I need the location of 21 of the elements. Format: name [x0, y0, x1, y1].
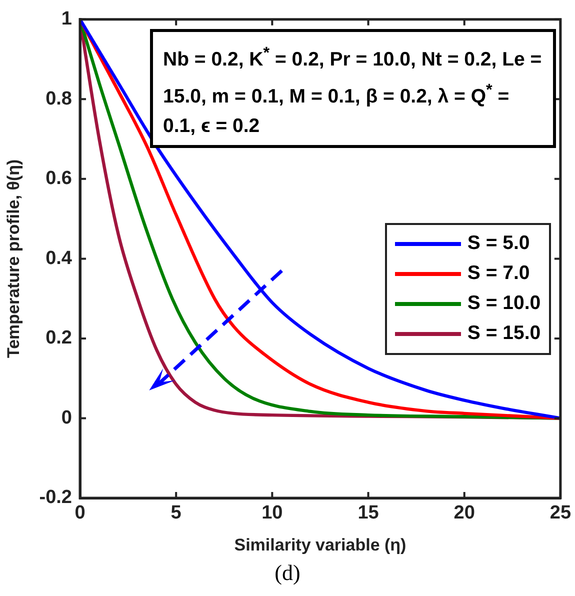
y-tick-label: 0.8 — [46, 88, 72, 110]
legend-label: S = 7.0 — [467, 262, 530, 286]
x-tick-label: 25 — [550, 502, 572, 524]
y-tick-label: 0.2 — [46, 328, 72, 349]
y-tick-label: 1 — [61, 8, 72, 30]
legend-label: S = 10.0 — [467, 292, 541, 316]
x-tick-label: 5 — [170, 502, 182, 524]
y-tick-label: 0.4 — [46, 248, 72, 269]
y-tick-label: 0.6 — [46, 168, 72, 190]
legend-label: S = 15.0 — [467, 322, 541, 346]
text: Nb = 0.2, K$^{*}$ = 0.2, Pr = 10.0, Nt = 0.2, Le = 15.0, m = 0.1, M = 0.1, β = 0.2, λ = Q$^{*}$ = 0.1, ϵ = 0.2 — [163, 44, 542, 138]
y-tick-label: 0 — [61, 407, 72, 428]
x-axis-title: Similarity variable (η) — [234, 535, 406, 554]
x-tick-label: 20 — [454, 502, 475, 524]
x-tick-label: 15 — [358, 502, 380, 524]
text: (d) — [274, 560, 302, 586]
y-tick-label: -0.2 — [39, 487, 72, 508]
x-tick-label: 0 — [74, 502, 86, 524]
x-tick-label: 10 — [262, 502, 283, 524]
y-axis-title: Temperature profile, θ(η) — [4, 159, 23, 358]
legend-label: S = 5.0 — [467, 232, 530, 256]
